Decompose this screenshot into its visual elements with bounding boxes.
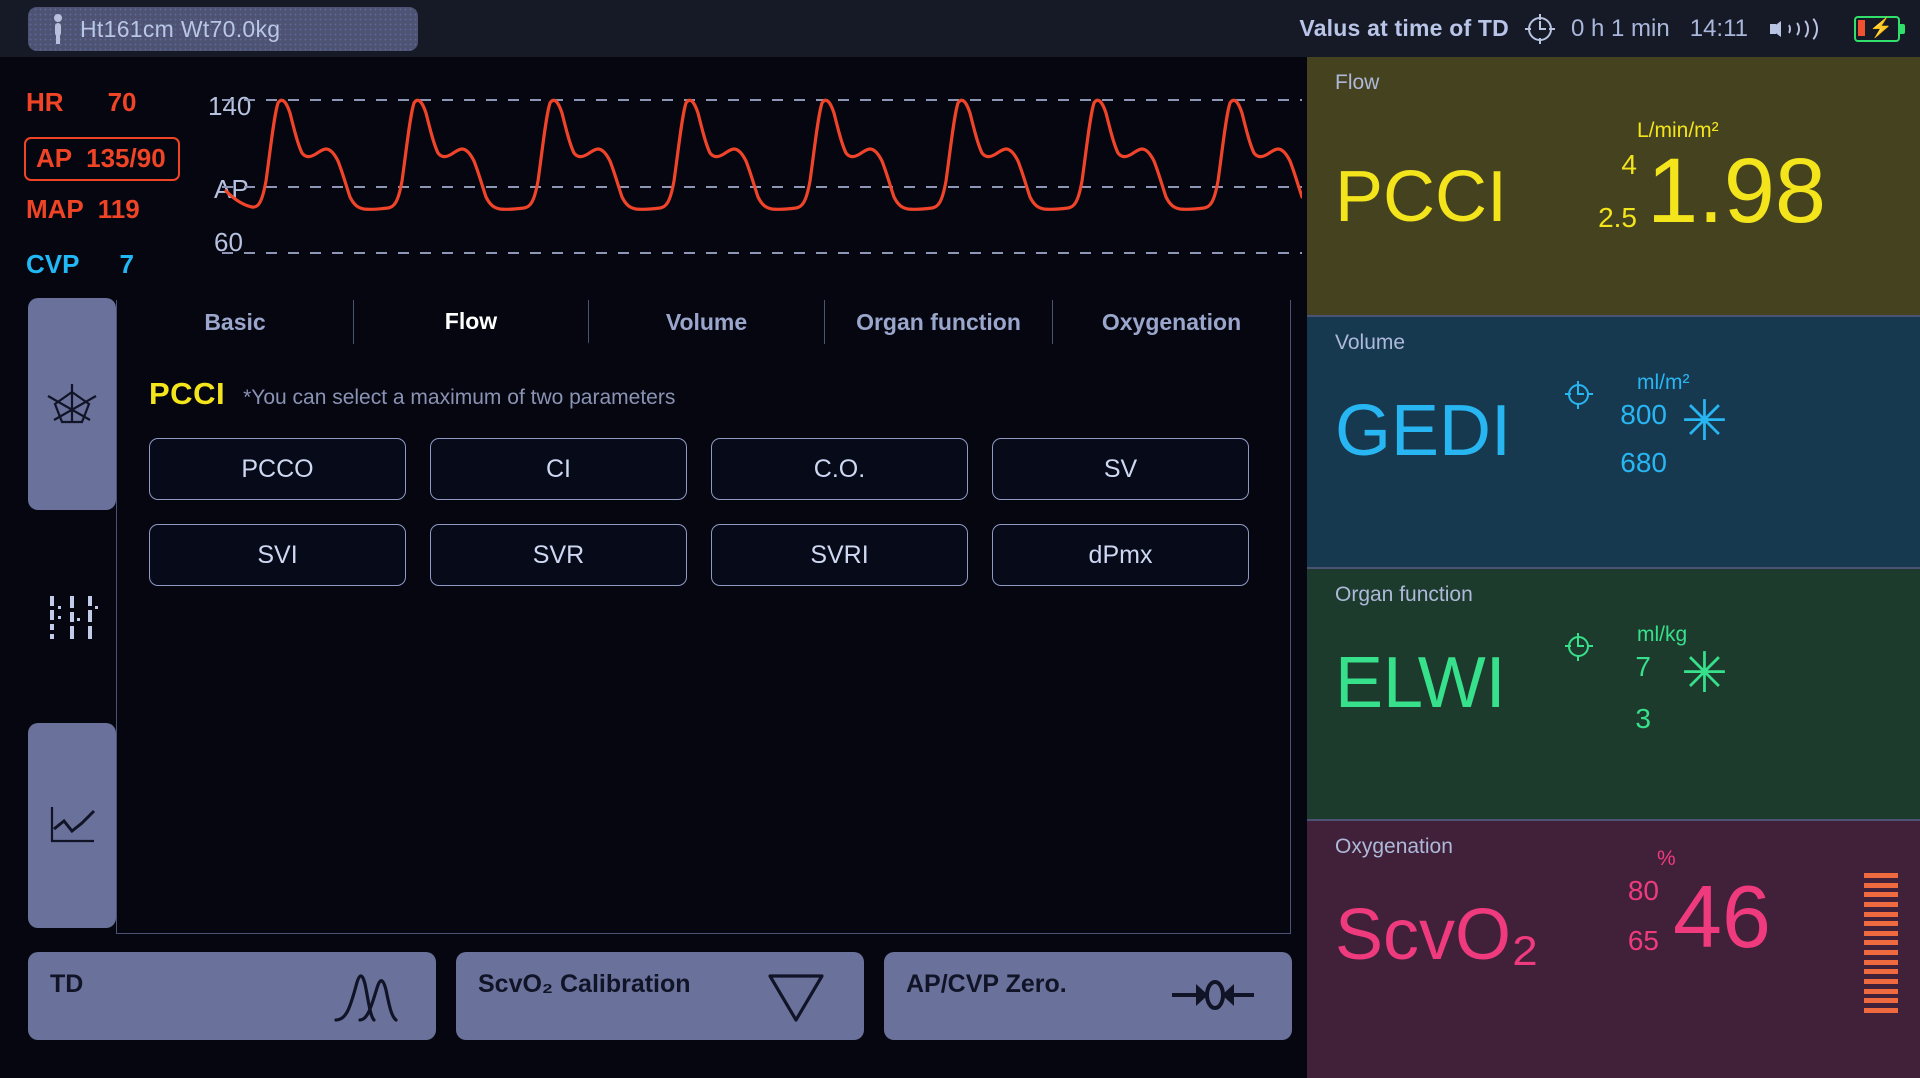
param-button-svi[interactable]: SVI <box>149 524 406 586</box>
parameter-selection-panel: PCCI *You can select a maximum of two pa… <box>116 344 1291 934</box>
tab-volume[interactable]: Volume <box>589 300 825 344</box>
right-panel-volume-title: Volume <box>1335 331 1406 354</box>
tab-flow[interactable]: Flow <box>354 300 589 344</box>
right-panel-flow[interactable]: Flow PCCI L/min/m² 4 2.5 1.98 <box>1307 57 1920 315</box>
tab-oxygenation[interactable]: Oxygenation <box>1053 300 1291 344</box>
thermodilution-curve-icon <box>330 966 400 1029</box>
battery-charging-icon: ⚡ <box>1854 15 1905 42</box>
right-panel-flow-unit: L/min/m² <box>1637 119 1719 142</box>
waveform-scale-high: 140 <box>208 91 252 121</box>
status-indicators: Valus at time of TD 0 h 1 min 14:11 ⚡ <box>1299 0 1905 57</box>
right-panel-organ-unit: ml/kg <box>1637 623 1688 646</box>
panel-header: PCCI *You can select a maximum of two pa… <box>149 376 675 412</box>
right-panel-oxy-limit-high: 80 <box>1627 875 1659 906</box>
td-button[interactable]: TD <box>28 952 436 1040</box>
param-button-sv[interactable]: SV <box>992 438 1249 500</box>
vital-map[interactable]: MAP 119 <box>26 194 140 225</box>
vital-hr-label: HR <box>26 87 64 117</box>
right-panel-flow-value: 1.98 <box>1647 140 1827 242</box>
waveform-scale-label: AP <box>214 174 249 204</box>
vital-map-value: 119 <box>97 194 140 224</box>
right-panel-organ-parameter: ELWI <box>1335 643 1506 723</box>
vital-ap[interactable]: AP 135/90 <box>24 137 180 181</box>
right-panel-volume-limit-low: 680 <box>1620 447 1667 478</box>
sidebar-item-trend[interactable] <box>28 723 116 928</box>
person-icon <box>50 14 66 44</box>
param-button-svri[interactable]: SVRI <box>711 524 968 586</box>
tab-basic[interactable]: Basic <box>116 300 354 344</box>
vital-ap-value: 135/90 <box>86 143 166 173</box>
trend-line-icon <box>50 806 96 842</box>
sidebar-item-radar-chart[interactable] <box>28 298 116 510</box>
patient-measurements: Ht161cm Wt70.0kg <box>80 15 281 42</box>
target-clock-icon <box>1525 13 1555 44</box>
vital-cvp-value: 7 <box>119 249 134 279</box>
selection-hint-text: *You can select a maximum of two paramet… <box>243 386 676 409</box>
right-panel-volume[interactable]: Volume GEDI ml/m² 800 680 ✳ <box>1307 315 1920 567</box>
right-panel-flow-parameter: PCCI <box>1335 157 1508 237</box>
vital-hr[interactable]: HR 70 <box>26 87 136 118</box>
td-values-label: Valus at time of TD <box>1299 15 1509 41</box>
right-panel-organ-function[interactable]: Organ function ELWI ml/kg 7 3 ✳ <box>1307 567 1920 819</box>
right-panel-volume-unit: ml/m² <box>1637 371 1690 394</box>
td-button-label: TD <box>50 970 84 998</box>
tab-organ-function[interactable]: Organ function <box>825 300 1053 344</box>
elapsed-time: 0 h 1 min <box>1571 14 1670 42</box>
vital-hr-value: 70 <box>107 87 137 117</box>
scvo2-calibration-button[interactable]: ScvO₂ Calibration <box>456 952 864 1040</box>
right-panel-organ-value: ✳ <box>1681 641 1728 704</box>
patient-info-chip[interactable]: Ht161cm Wt70.0kg <box>28 7 418 51</box>
right-panel-oxy-value: 46 <box>1673 867 1771 966</box>
scvo2-calibration-label: ScvO₂ Calibration <box>478 970 691 998</box>
ap-waveform-area[interactable]: 140 AP 60 <box>200 57 1305 297</box>
left-sidebar <box>28 298 116 928</box>
right-panel-organ-limit-high: 7 <box>1635 651 1651 682</box>
right-panel-volume-limit-high: 800 <box>1620 399 1667 430</box>
ap-cvp-zero-label: AP/CVP Zero. <box>906 970 1067 998</box>
right-panel-flow-limit-high: 4 <box>1621 149 1637 180</box>
parameter-button-grid: PCCO CI C.O. SV SVI SVR SVRI dPmx <box>149 438 1259 586</box>
right-panel-volume-value: ✳ <box>1681 389 1728 452</box>
right-panel-oxy-parameter: ScvO₂ <box>1335 895 1539 975</box>
triangle-down-icon <box>764 966 828 1029</box>
param-button-dpmx[interactable]: dPmx <box>992 524 1249 586</box>
clock-time: 14:11 <box>1689 14 1748 42</box>
right-panel-volume-target-icon <box>1565 381 1593 409</box>
vitals-readout: HR 70 AP 135/90 MAP 119 CVP 7 <box>0 57 200 297</box>
vital-ap-label: AP <box>36 143 73 173</box>
right-panel-oxy-title: Oxygenation <box>1335 835 1453 858</box>
vital-cvp-label: CVP <box>26 249 80 279</box>
radar-chart-icon <box>47 384 97 424</box>
right-panel-flow-title: Flow <box>1335 71 1380 94</box>
ap-waveform-trace <box>222 98 1302 254</box>
right-panel-flow-limit-low: 2.5 <box>1598 202 1637 233</box>
sidebar-item-parameters[interactable] <box>28 513 116 720</box>
param-button-ci[interactable]: CI <box>430 438 687 500</box>
right-panel-organ-title: Organ function <box>1335 583 1473 606</box>
oxygenation-level-bars <box>1864 873 1898 1013</box>
parameter-tabs: Basic Flow Volume Organ function Oxygena… <box>116 300 1291 344</box>
param-button-pcco[interactable]: PCCO <box>149 438 406 500</box>
action-button-bar: TD ScvO₂ Calibration AP/CVP Zero. <box>28 952 1292 1040</box>
param-button-svr[interactable]: SVR <box>430 524 687 586</box>
param-button-co[interactable]: C.O. <box>711 438 968 500</box>
vital-cvp[interactable]: CVP 7 <box>26 249 134 280</box>
right-panel-organ-limit-low: 3 <box>1635 703 1651 734</box>
speaker-icon[interactable] <box>1770 13 1818 44</box>
right-panel-oxy-unit: % <box>1657 847 1676 870</box>
parameter-bars-icon <box>50 595 98 639</box>
vital-map-label: MAP <box>26 194 84 224</box>
right-panel-oxy-limit-low: 65 <box>1627 925 1659 956</box>
right-panel-organ-target-icon <box>1565 633 1593 661</box>
top-status-bar: Ht161cm Wt70.0kg Valus at time of TD 0 h… <box>0 0 1920 57</box>
ap-cvp-zero-button[interactable]: AP/CVP Zero. <box>884 952 1292 1040</box>
selected-parameter-label: PCCI <box>149 376 226 411</box>
right-panel-volume-parameter: GEDI <box>1335 391 1512 471</box>
right-parameter-column: Flow PCCI L/min/m² 4 2.5 1.98 Volume GED… <box>1307 57 1920 1078</box>
right-panel-oxygenation[interactable]: Oxygenation ScvO₂ % 80 65 46 <box>1307 819 1920 1078</box>
zero-arrows-icon <box>1170 966 1256 1029</box>
